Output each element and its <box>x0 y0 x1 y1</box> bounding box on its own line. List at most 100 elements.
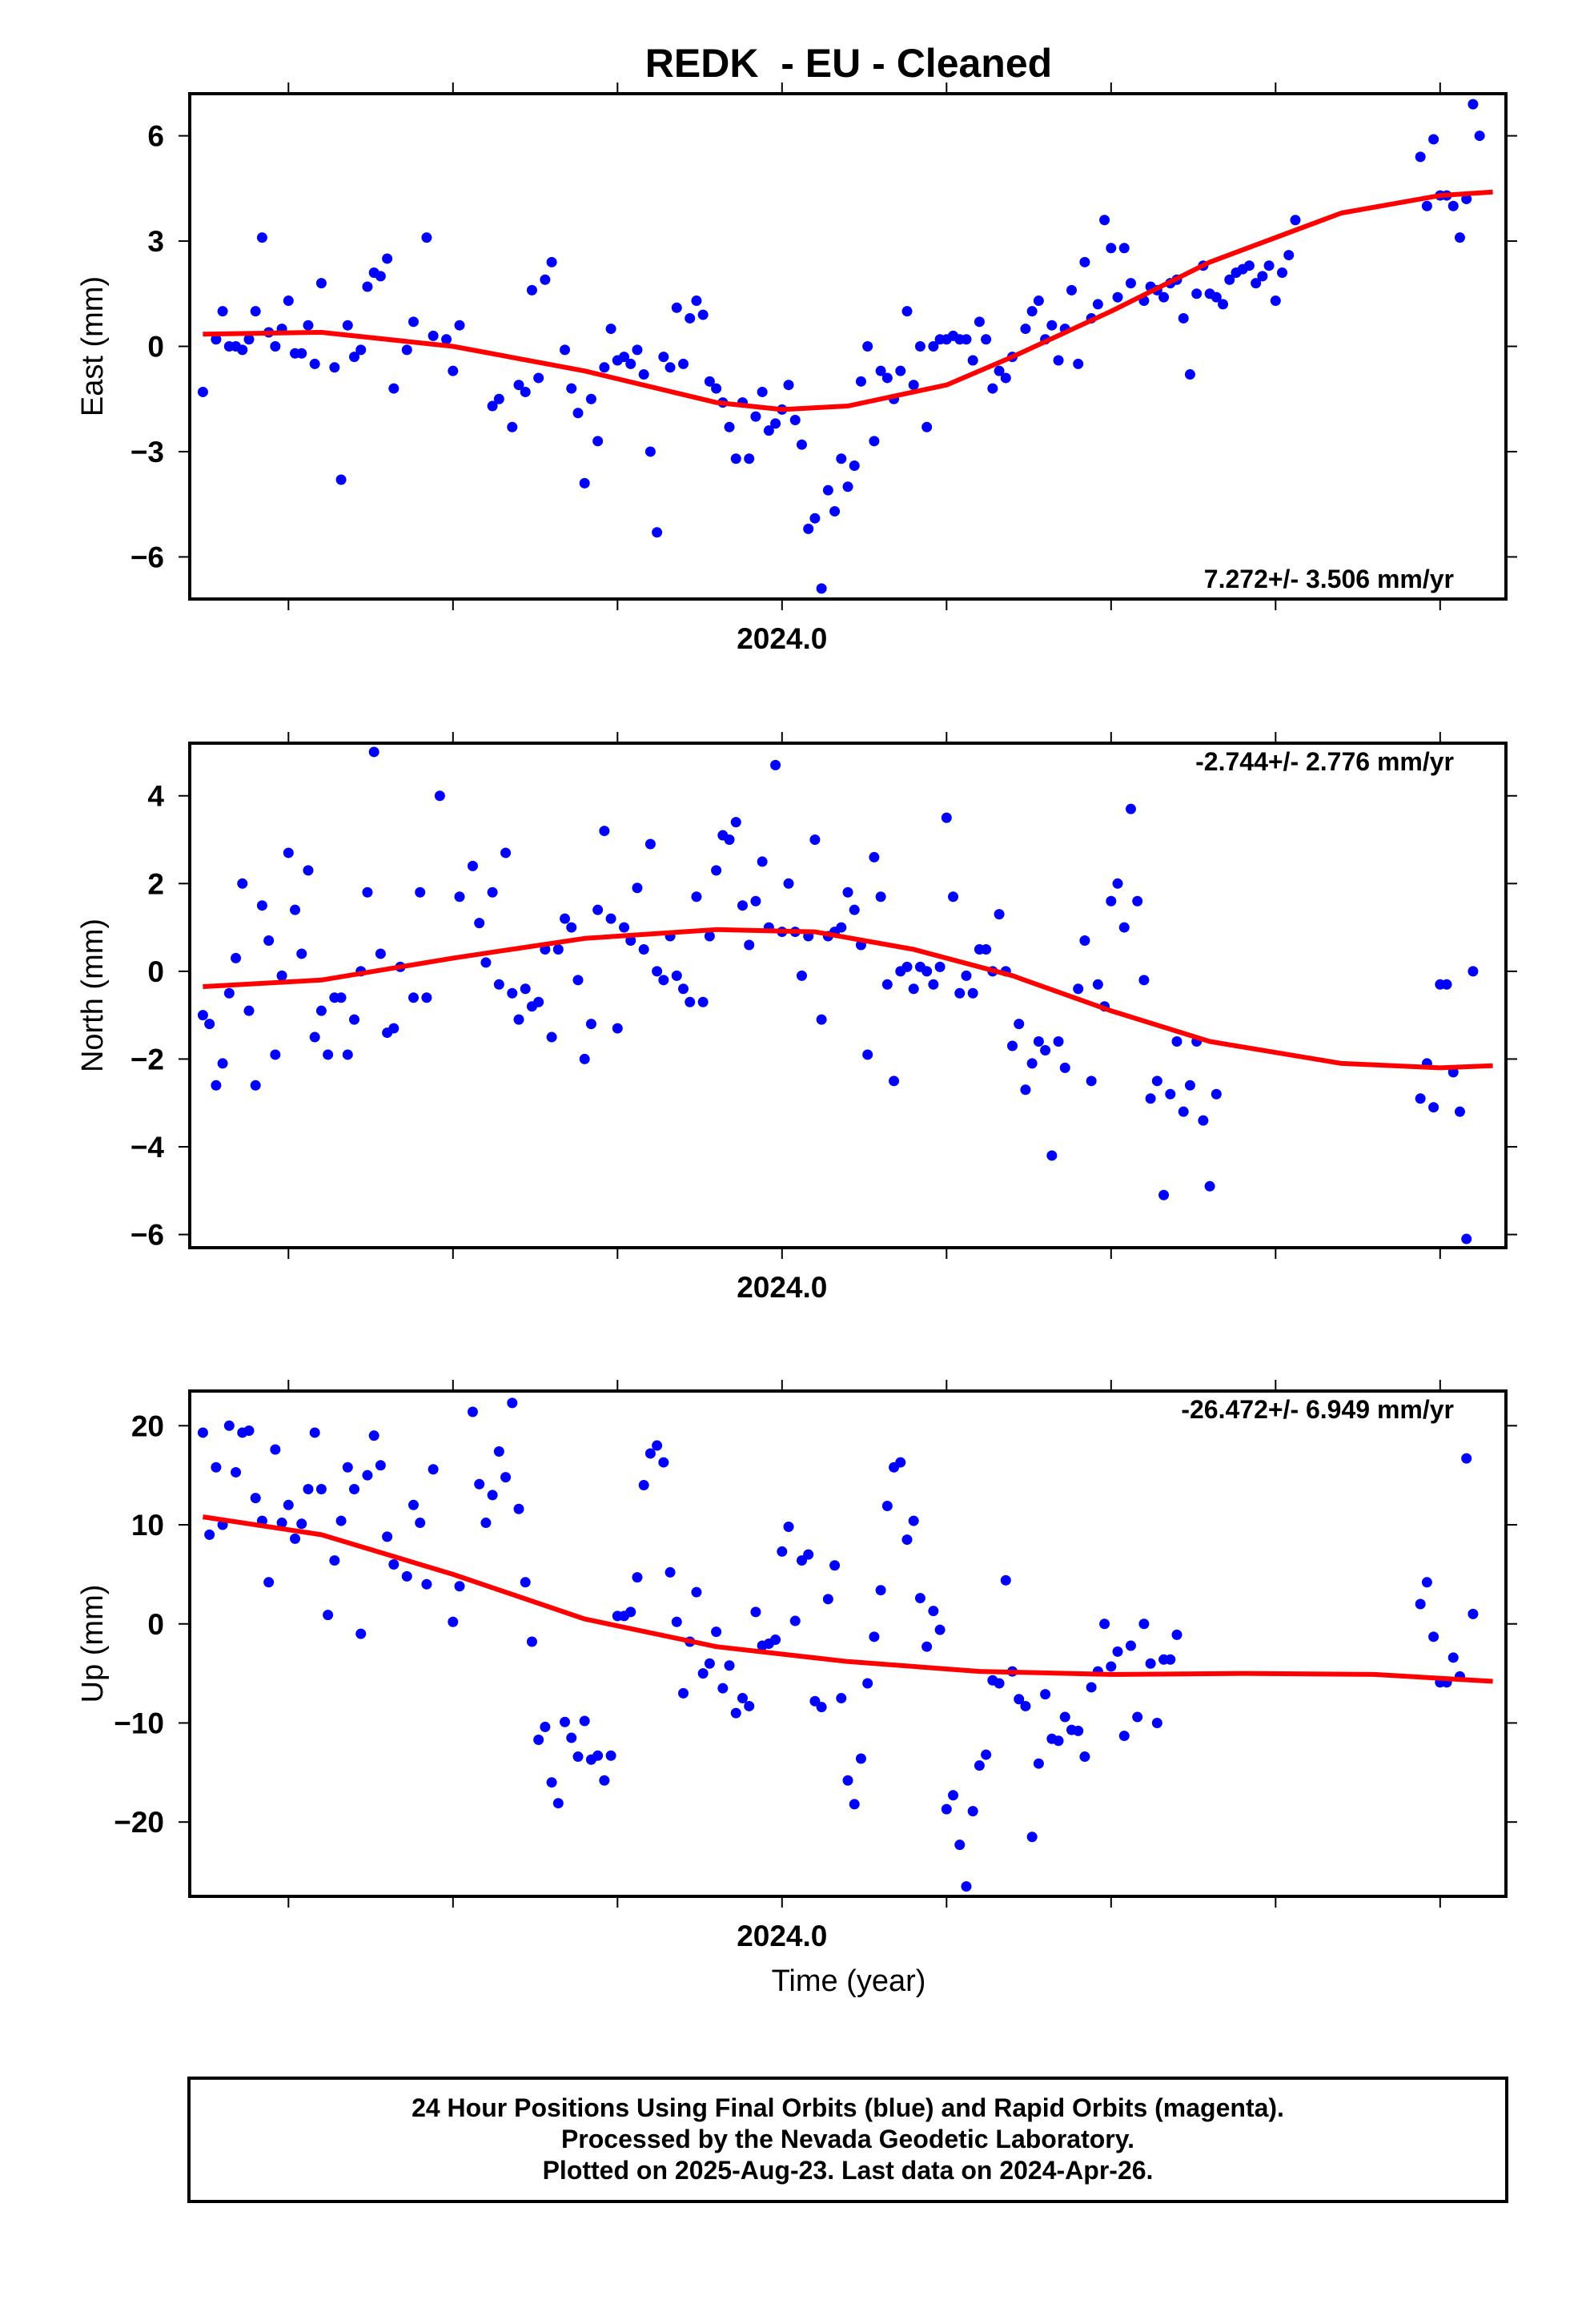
data-point <box>362 1470 373 1481</box>
data-point <box>1257 271 1268 282</box>
y-tick-label: 0 <box>147 331 164 364</box>
y-axis-label: North (mm) <box>76 919 110 1072</box>
data-point <box>638 1480 649 1491</box>
data-point <box>625 935 636 947</box>
data-point <box>1099 1618 1110 1630</box>
data-point <box>1178 312 1189 324</box>
data-point <box>1046 320 1058 331</box>
data-point <box>901 306 913 317</box>
data-point <box>1118 922 1130 933</box>
data-point <box>658 975 669 986</box>
y-tick-label: 20 <box>131 1409 164 1442</box>
data-point <box>592 904 604 915</box>
data-point <box>967 1806 978 1817</box>
data-point <box>323 1610 334 1621</box>
data-point <box>1112 1646 1123 1657</box>
data-point <box>678 358 689 369</box>
data-point <box>560 913 571 924</box>
data-point <box>1165 1088 1176 1100</box>
data-point <box>1158 292 1170 303</box>
data-point <box>737 1693 748 1704</box>
east-fit-line <box>203 189 1493 412</box>
data-point <box>349 1014 359 1025</box>
data-point <box>724 1660 735 1671</box>
data-point <box>1270 296 1281 307</box>
data-point <box>704 376 715 387</box>
data-point <box>388 1023 400 1034</box>
data-point <box>889 1076 900 1087</box>
data-point <box>375 948 386 959</box>
data-point <box>303 865 314 876</box>
data-point <box>382 1531 393 1542</box>
data-point <box>572 1751 584 1763</box>
north-fit-line <box>203 927 1493 1071</box>
data-point <box>270 1444 281 1455</box>
data-point <box>315 1005 327 1016</box>
data-point <box>605 913 616 924</box>
y-tick-label: −2 <box>130 1043 164 1076</box>
data-point <box>566 922 577 933</box>
panels: 2024.0 6 3 0 −3 −6 East (mm) 7.272+/- 3.506 mm/… <box>76 82 1517 1952</box>
data-point <box>493 979 504 990</box>
data-point <box>974 1760 985 1771</box>
data-point <box>1243 260 1255 271</box>
data-point <box>217 1058 228 1069</box>
data-point <box>750 895 761 907</box>
data-point <box>849 460 860 471</box>
data-point <box>1007 1040 1018 1051</box>
data-point <box>342 1049 353 1060</box>
data-point <box>211 1462 222 1473</box>
data-point <box>1099 215 1110 226</box>
data-point <box>243 1005 255 1016</box>
data-point <box>250 1080 261 1091</box>
data-point <box>1000 372 1011 384</box>
y-axis-label: Up (mm) <box>76 1585 110 1703</box>
data-point <box>579 1053 590 1064</box>
data-point <box>454 891 465 903</box>
footer-box <box>187 2077 1508 2203</box>
data-point <box>1178 1106 1189 1117</box>
data-point <box>948 891 959 903</box>
data-point <box>401 1570 412 1582</box>
data-point <box>368 1430 379 1441</box>
data-point <box>1092 299 1103 310</box>
data-point <box>1290 215 1301 226</box>
data-point <box>1053 1036 1064 1047</box>
data-point <box>881 1501 893 1512</box>
data-point <box>908 983 919 995</box>
data-point <box>895 365 906 376</box>
data-point <box>421 232 432 243</box>
y-tick-label: 2 <box>147 867 164 900</box>
north-rate-label: -2.744+/- 2.776 mm/yr <box>1195 747 1454 776</box>
data-point <box>237 344 248 356</box>
data-point <box>355 344 367 356</box>
data-point <box>303 320 314 331</box>
data-point <box>585 1019 596 1030</box>
data-point <box>296 948 307 959</box>
data-point <box>197 1427 208 1438</box>
data-point <box>1447 1652 1459 1663</box>
data-point <box>566 383 577 394</box>
data-point <box>862 341 873 352</box>
data-point <box>421 992 432 1003</box>
data-point <box>454 1581 465 1592</box>
data-point <box>415 1518 426 1529</box>
data-point <box>270 341 281 352</box>
data-point <box>1020 1700 1031 1711</box>
data-point <box>737 900 748 911</box>
data-point <box>796 439 807 450</box>
data-point <box>1033 296 1044 307</box>
data-point <box>777 1546 788 1557</box>
data-point <box>619 922 630 933</box>
data-point <box>382 253 393 264</box>
data-point <box>914 1593 926 1604</box>
data-point <box>644 838 656 850</box>
data-point <box>704 1658 715 1669</box>
y-tick-label: −10 <box>114 1707 164 1739</box>
data-point <box>349 352 359 363</box>
data-point <box>789 415 801 426</box>
data-point <box>809 834 821 846</box>
data-point <box>1415 1598 1426 1610</box>
data-point <box>862 1049 873 1060</box>
data-point <box>243 334 255 345</box>
